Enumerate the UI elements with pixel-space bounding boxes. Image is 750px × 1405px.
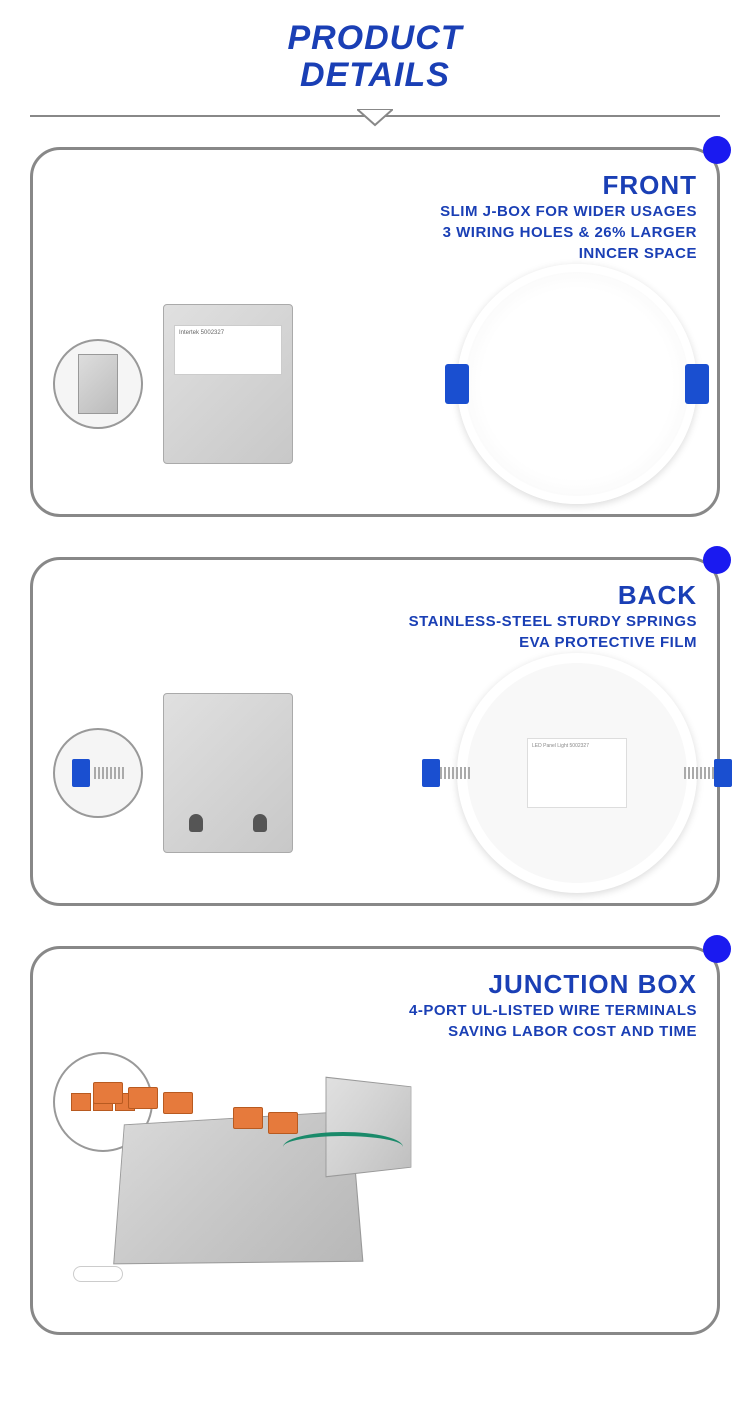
card-back-line1: STAINLESS-STEEL STURDY SPRINGS bbox=[53, 611, 697, 632]
header-divider bbox=[30, 115, 720, 117]
card-junction-text: JUNCTION BOX 4-PORT UL-LISTED WIRE TERMI… bbox=[53, 969, 697, 1042]
jbox-corner-detail bbox=[78, 354, 118, 414]
spring-clip-icon bbox=[72, 759, 90, 787]
keyhole-icon bbox=[189, 814, 203, 832]
divider-arrow-icon bbox=[357, 109, 393, 127]
junction-box-back bbox=[163, 693, 293, 853]
card-front-body: Intertek 5002327 bbox=[53, 274, 697, 494]
header-title-line1: PRODUCT bbox=[0, 20, 750, 57]
jbox-label: Intertek 5002327 bbox=[174, 325, 282, 375]
card-junction-body bbox=[53, 1052, 697, 1312]
card-junction: JUNCTION BOX 4-PORT UL-LISTED WIRE TERMI… bbox=[30, 946, 720, 1335]
card-front-line2: 3 WIRING HOLES & 26% LARGER bbox=[53, 222, 697, 243]
header-title-line2: DETAILS bbox=[0, 57, 750, 94]
card-front-line1: SLIM J-BOX FOR WIDER USAGES bbox=[53, 201, 697, 222]
card-back-text: BACK STAINLESS-STEEL STURDY SPRINGS EVA … bbox=[53, 580, 697, 653]
clip-left-icon bbox=[445, 364, 469, 404]
inset-spring-circle bbox=[53, 728, 143, 818]
spring-right bbox=[682, 763, 732, 783]
spring-coil-icon bbox=[684, 767, 714, 779]
wire-terminal-icon bbox=[268, 1112, 298, 1134]
cards-container: FRONT SLIM J-BOX FOR WIDER USAGES 3 WIRI… bbox=[0, 147, 750, 1405]
card-back-body: LED Panel Light 5002327 bbox=[53, 663, 697, 883]
keyhole-icon bbox=[253, 814, 267, 832]
card-front: FRONT SLIM J-BOX FOR WIDER USAGES 3 WIRI… bbox=[30, 147, 720, 517]
led-light-back: LED Panel Light 5002327 bbox=[457, 653, 697, 893]
inset-detail-circle bbox=[53, 339, 143, 429]
card-dot-icon bbox=[703, 546, 731, 574]
spring-clip-icon bbox=[714, 759, 732, 787]
jbox-open-lid bbox=[326, 1076, 412, 1177]
spring-left bbox=[422, 763, 472, 783]
spring-coil-icon bbox=[440, 767, 470, 779]
spring-clip-icon bbox=[422, 759, 440, 787]
wire-terminal-icon bbox=[93, 1082, 123, 1104]
card-front-line3: INNCER SPACE bbox=[53, 243, 697, 264]
wire-terminal-icon bbox=[128, 1087, 158, 1109]
wire-terminal-icon bbox=[163, 1092, 193, 1114]
card-dot-icon bbox=[703, 136, 731, 164]
card-front-title: FRONT bbox=[53, 170, 697, 201]
card-back: BACK STAINLESS-STEEL STURDY SPRINGS EVA … bbox=[30, 557, 720, 906]
card-junction-line2: SAVING LABOR COST AND TIME bbox=[53, 1021, 697, 1042]
green-wire-icon bbox=[283, 1132, 403, 1162]
card-front-text: FRONT SLIM J-BOX FOR WIDER USAGES 3 WIRI… bbox=[53, 170, 697, 264]
clip-right-icon bbox=[685, 364, 709, 404]
spring-detail bbox=[72, 759, 124, 787]
header: PRODUCT DETAILS bbox=[0, 0, 750, 105]
spring-coil-icon bbox=[94, 767, 124, 779]
card-dot-icon bbox=[703, 935, 731, 963]
card-back-line2: EVA PROTECTIVE FILM bbox=[53, 632, 697, 653]
card-junction-title: JUNCTION BOX bbox=[53, 969, 697, 1000]
card-junction-line1: 4-PORT UL-LISTED WIRE TERMINALS bbox=[53, 1000, 697, 1021]
card-back-title: BACK bbox=[53, 580, 697, 611]
jbox-holes bbox=[164, 814, 292, 832]
wire-connector-icon bbox=[73, 1266, 123, 1282]
junction-box-open bbox=[53, 1052, 433, 1272]
junction-box-front: Intertek 5002327 bbox=[163, 304, 293, 464]
light-back-label: LED Panel Light 5002327 bbox=[527, 738, 627, 808]
led-light-front bbox=[457, 264, 697, 504]
wire-terminal-icon bbox=[233, 1107, 263, 1129]
